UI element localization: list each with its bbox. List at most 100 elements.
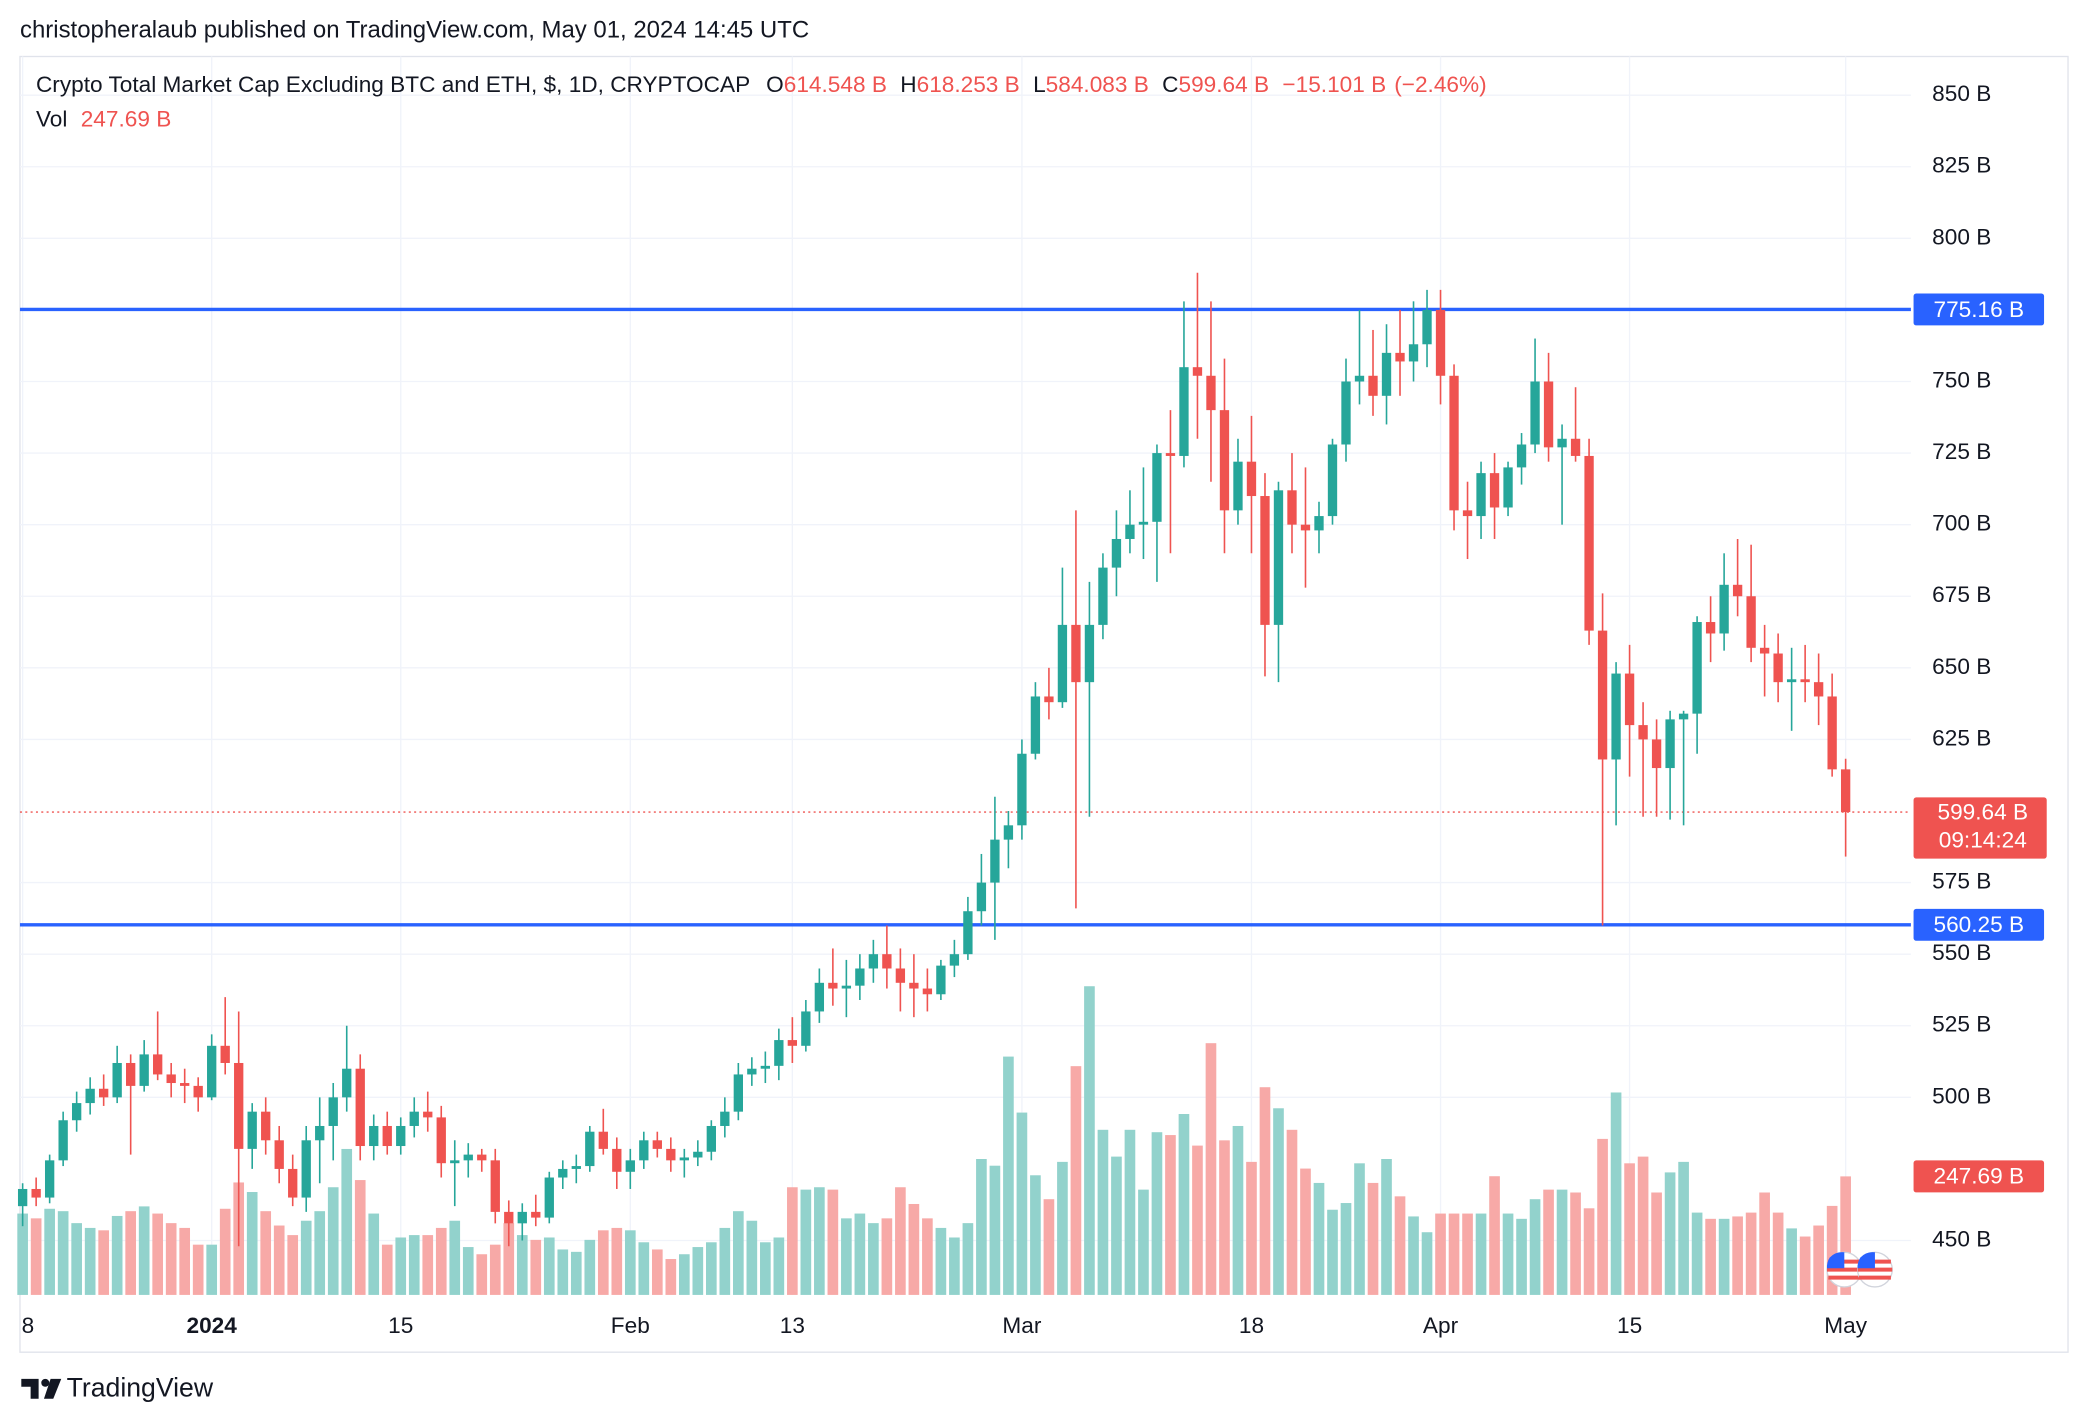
volume-bar [962, 1223, 974, 1295]
volume-bar [489, 1244, 501, 1295]
volume-bar [935, 1227, 947, 1295]
volume-bar [895, 1187, 906, 1295]
candle-body [423, 1111, 433, 1118]
candle-body [652, 1140, 662, 1149]
volume-bar [881, 1218, 893, 1295]
candle-body [180, 1083, 190, 1086]
volume-bar [381, 1244, 393, 1295]
candle-body [1111, 538, 1122, 568]
legend-change: −15.101 B [1282, 72, 1386, 97]
volume-value: 247.69 B [81, 106, 172, 131]
volume-bar [1003, 1056, 1014, 1295]
candle-body [85, 1088, 95, 1104]
candle-body [1786, 679, 1797, 683]
volume-bar [179, 1227, 191, 1295]
candle-body [693, 1151, 703, 1158]
candle-body [733, 1074, 743, 1112]
candle-body [450, 1160, 460, 1164]
candle-body [679, 1157, 689, 1161]
candle-body [787, 1040, 798, 1046]
candle-body [1462, 510, 1473, 517]
candle-body [1840, 769, 1851, 813]
y-tick-label: 825 B [1932, 153, 1991, 178]
candles [17, 272, 1851, 1247]
volume-bar [1178, 1114, 1190, 1295]
x-tick-label: 15 [388, 1313, 413, 1338]
candle-body [1098, 567, 1108, 625]
attribution: christopheralaub published on TradingVie… [20, 17, 809, 44]
candle-body [396, 1125, 406, 1147]
volume-bar [530, 1239, 542, 1295]
volume-bar [570, 1251, 582, 1295]
volume-bar [1759, 1192, 1770, 1295]
volume-bar [246, 1192, 258, 1295]
candle-body [315, 1125, 325, 1141]
volume-bar [503, 1223, 515, 1295]
candle-body [1449, 375, 1459, 511]
candle-body [98, 1088, 109, 1098]
volume-bar [408, 1235, 420, 1295]
candle-body [1732, 584, 1743, 597]
grid [19, 56, 1911, 1295]
x-tick-label: 2024 [187, 1313, 238, 1338]
y-tick-label: 750 B [1932, 367, 1991, 392]
volume-bar [1529, 1199, 1541, 1295]
candle-body [234, 1062, 244, 1149]
y-tick-label: 675 B [1932, 582, 1991, 607]
volume-bar [557, 1249, 569, 1295]
candle-body [747, 1068, 757, 1075]
x-tick-label: 15 [1617, 1313, 1642, 1338]
brand-logo [21, 1378, 62, 1399]
candle-body [1611, 673, 1621, 760]
candle-body [1138, 521, 1149, 525]
volume-bar [543, 1237, 555, 1295]
volume-bar [597, 1230, 609, 1295]
volume-bar [1367, 1182, 1379, 1295]
candle-body [801, 1011, 811, 1046]
volume-bar [1718, 1218, 1730, 1295]
y-tick-label: 450 B [1932, 1227, 1991, 1252]
candle-body [868, 954, 879, 969]
volume-label-box [1913, 1160, 2045, 1193]
y-tick-label: 850 B [1932, 81, 1991, 106]
candle-body [1246, 461, 1257, 497]
volume-bar [1421, 1232, 1433, 1295]
candle-body [58, 1120, 68, 1161]
price-lines [19, 307, 1911, 927]
volume-bar [395, 1237, 407, 1295]
legend-key: H [900, 72, 916, 97]
volume-key: Vol [36, 106, 67, 131]
volume-bar [1597, 1138, 1608, 1295]
candle-body [1422, 309, 1432, 345]
candle-body [274, 1140, 284, 1169]
volume-bar [1408, 1216, 1419, 1295]
candle-body [1476, 473, 1486, 517]
volume-bar [1570, 1192, 1581, 1295]
volume-bar [1583, 1208, 1595, 1295]
volume-bar [152, 1213, 164, 1295]
candle-body [1800, 679, 1810, 683]
candle-body [666, 1148, 676, 1161]
volume-bar [1664, 1172, 1676, 1295]
volume-bar [1543, 1189, 1554, 1295]
candle-body [1408, 344, 1419, 362]
volume-bar [814, 1187, 825, 1295]
volume-bar [1030, 1175, 1041, 1295]
volume-bar [98, 1230, 109, 1295]
candle-body [612, 1148, 622, 1172]
volume-bar [1475, 1213, 1487, 1295]
candle-body [1557, 438, 1567, 448]
volume-bar [611, 1227, 623, 1295]
volume-bar [584, 1239, 596, 1295]
volume-bar [368, 1213, 380, 1295]
candle-body [153, 1054, 163, 1075]
volume-bar [327, 1187, 339, 1295]
brand-name: TradingView [67, 1372, 214, 1402]
volume-bar [949, 1237, 960, 1295]
candle-body [706, 1125, 716, 1152]
volume-bar [1070, 1066, 1082, 1295]
volume-bar [219, 1208, 231, 1295]
volume-bar [44, 1208, 55, 1295]
candle-body [949, 954, 960, 966]
